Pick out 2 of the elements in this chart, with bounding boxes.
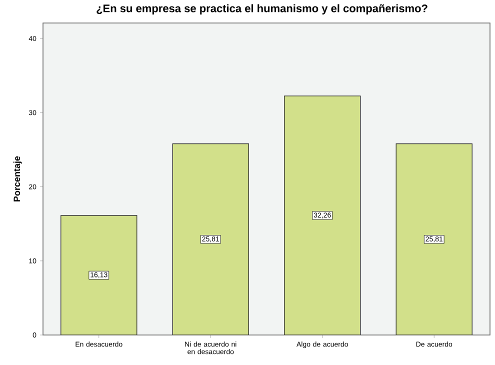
y-axis-title: Porcentaje	[13, 156, 22, 202]
chart-title: ¿En su empresa se practica el humanismo y el compañerismo?	[96, 4, 428, 14]
